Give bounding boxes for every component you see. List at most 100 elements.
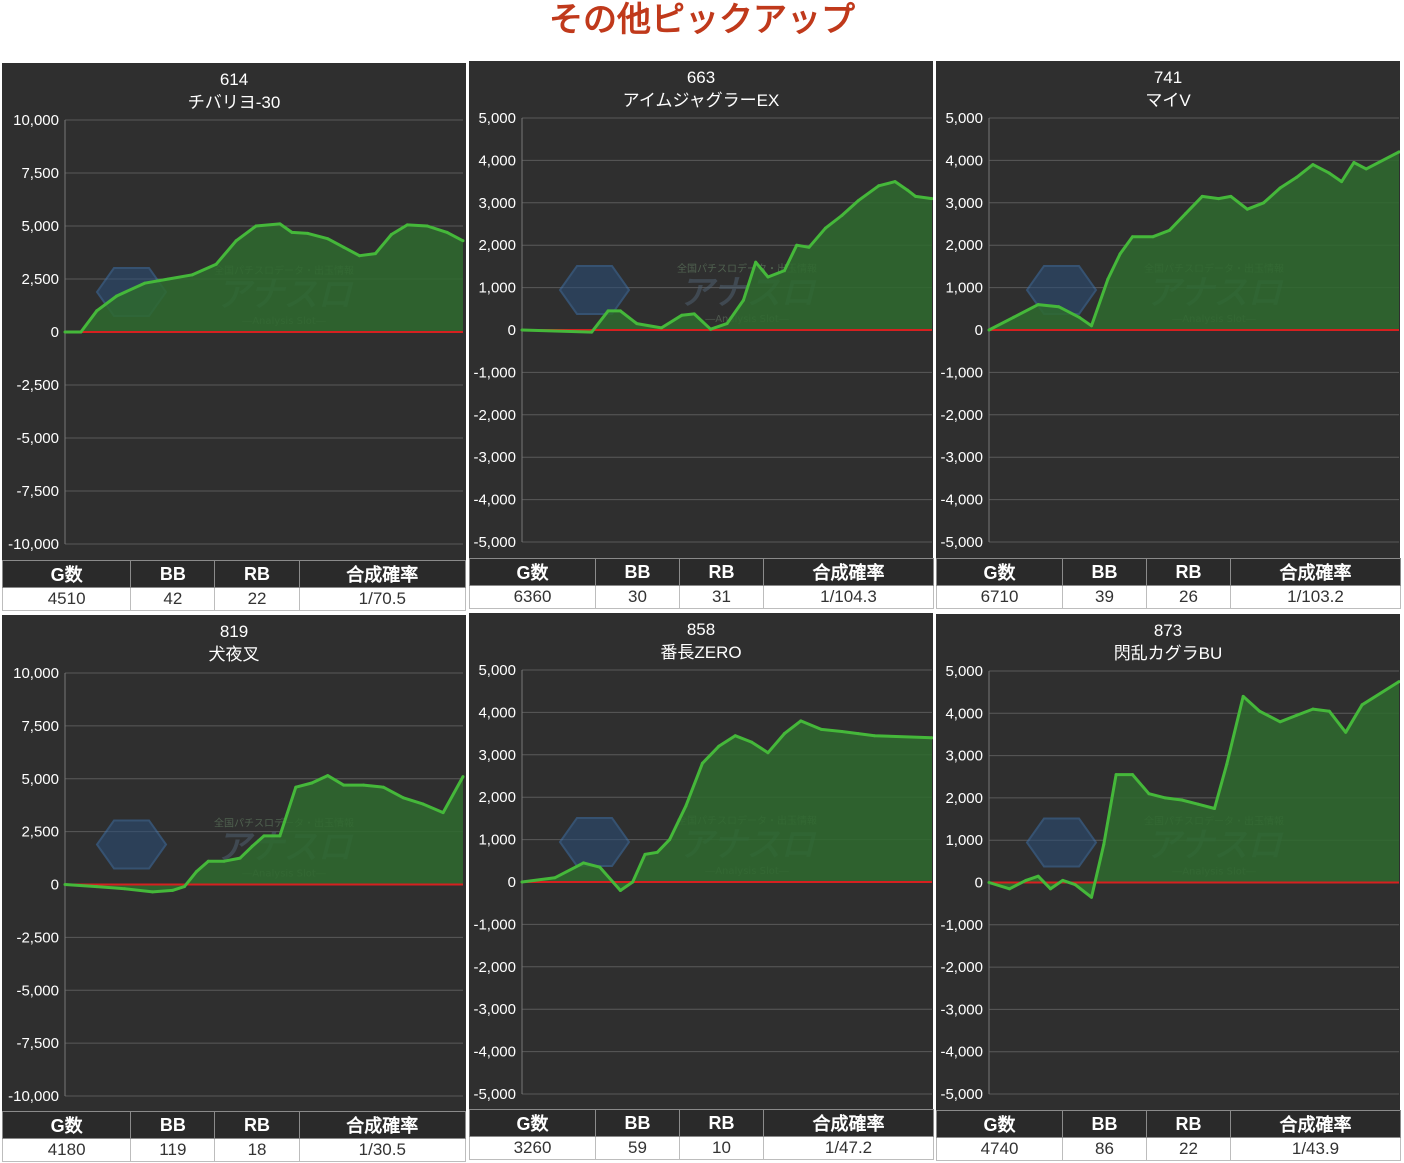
chart-panel: 858 番長ZERO 5,000 4,000 3,000 2,000 1,000 0 -1,00… [469, 613, 933, 1109]
data-point [143, 281, 147, 285]
data-point [668, 838, 672, 842]
y-tick-label: -5,000 [473, 1086, 516, 1103]
data-point [342, 245, 346, 249]
data-point [733, 734, 737, 738]
data-point [389, 233, 393, 236]
y-tick-label: 4,000 [945, 152, 983, 169]
chart-svg: 741 マイV 5,000 4,000 3,000 2,000 1,000 0 -1,000 -2… [940, 68, 1400, 551]
data-point [930, 197, 933, 201]
data-point [717, 744, 721, 748]
chart-panel: 614 チバリヨ-30 10,000 7,500 5,000 2,500 0 -2,500 -5… [2, 63, 466, 560]
y-tick-label: -1,000 [940, 917, 983, 934]
data-point [1008, 887, 1011, 891]
data-point [1131, 235, 1134, 239]
data-point [659, 326, 663, 330]
y-tick-label: 0 [508, 874, 516, 891]
header-rb: RB [679, 558, 764, 586]
data-point [1200, 194, 1204, 198]
series-area [522, 181, 932, 333]
y-tick-label: -2,000 [473, 959, 516, 976]
chart-panel: 873 閃乱カグラBU 5,000 4,000 3,000 2,000 1,000 0 -1,0… [936, 614, 1400, 1110]
stats-table: G数 BB RB 合成確率 6360 30 31 1/104.3 [469, 558, 934, 609]
data-point [445, 230, 449, 234]
chart-title: アイムジャグラーEX [623, 91, 780, 110]
data-point [171, 888, 174, 892]
header-rate: 合成確率 [763, 1109, 934, 1137]
data-point [1077, 315, 1081, 319]
data-point [401, 796, 405, 800]
y-tick-label: -3,000 [940, 449, 983, 466]
data-point [709, 327, 713, 331]
data-point [1196, 802, 1200, 806]
stat-games: 6710 [936, 585, 1063, 609]
header-games: G数 [936, 558, 1063, 586]
data-point [692, 312, 696, 316]
stat-rb: 18 [214, 1138, 300, 1162]
y-tick-label: 0 [51, 324, 59, 341]
chart-title: マイV [1145, 91, 1191, 110]
stats-table: G数 BB RB 合成確率 4510 42 22 1/70.5 [1, 560, 467, 611]
data-point [326, 237, 330, 241]
stat-rate: 1/70.5 [298, 587, 467, 611]
data-point [373, 252, 377, 256]
data-point [123, 887, 127, 891]
data-point [290, 230, 294, 234]
y-tick-label: 7,500 [21, 718, 59, 735]
data-point [1340, 180, 1344, 184]
header-rate: 合成確率 [1230, 558, 1401, 586]
data-point [151, 890, 155, 894]
y-tick-label: 1,000 [478, 280, 516, 297]
data-point [1090, 324, 1093, 328]
y-tick-label: -5,000 [473, 534, 516, 551]
data-point [1061, 878, 1065, 882]
data-point [1163, 796, 1167, 800]
data-point [294, 785, 298, 789]
y-tick-label: -3,000 [473, 1001, 516, 1018]
data-point [1397, 150, 1400, 154]
data-point [1131, 773, 1134, 777]
data-point [234, 239, 238, 243]
watermark-logo-icon [1025, 817, 1098, 868]
header-games: G数 [469, 558, 596, 586]
data-point [655, 850, 659, 854]
y-tick-label: 3,000 [945, 195, 983, 212]
y-tick-label: -10,000 [8, 536, 59, 553]
y-tick-label: -5,000 [16, 982, 59, 999]
data-point [1327, 171, 1331, 175]
stat-bb: 119 [130, 1138, 216, 1162]
data-point [1229, 194, 1233, 198]
data-point [1311, 163, 1315, 167]
data-point [553, 876, 557, 880]
chart-svg: 819 犬夜叉 10,000 7,500 5,000 2,500 0 -2,500 -5,000… [8, 622, 465, 1105]
stat-rate: 1/47.2 [763, 1136, 934, 1160]
chart-number: 819 [220, 622, 248, 641]
y-tick-label: -4,000 [473, 1044, 516, 1061]
data-point [461, 775, 465, 779]
y-tick-label: 2,000 [945, 237, 983, 254]
y-tick-label: 3,000 [478, 195, 516, 212]
y-tick-label: -3,000 [473, 449, 516, 466]
stats-table: G数 BB RB 合成確率 4740 86 22 1/43.9 [936, 1110, 1401, 1161]
y-tick-label: -7,500 [16, 1035, 59, 1052]
y-tick-label: 5,000 [945, 663, 983, 680]
y-tick-label: -4,000 [940, 1044, 983, 1061]
data-point [425, 224, 429, 228]
watermark-logo-icon [558, 265, 631, 315]
data-point [1151, 235, 1155, 239]
data-point [238, 856, 242, 860]
y-tick-label: 0 [508, 322, 516, 339]
data-point [1311, 707, 1315, 711]
data-point [254, 224, 258, 228]
header-rb: RB [1146, 558, 1231, 586]
y-tick-label: -10,000 [8, 1088, 59, 1105]
header-bb: BB [1062, 1110, 1147, 1138]
page-title: その他ピックアップ [549, 0, 855, 40]
data-point [725, 322, 729, 326]
data-point [250, 844, 254, 848]
data-point [684, 804, 688, 808]
data-point [520, 328, 524, 332]
stat-games: 4740 [936, 1137, 1063, 1161]
header-games: G数 [936, 1110, 1063, 1138]
data-point [1024, 878, 1028, 882]
data-point [856, 199, 860, 203]
